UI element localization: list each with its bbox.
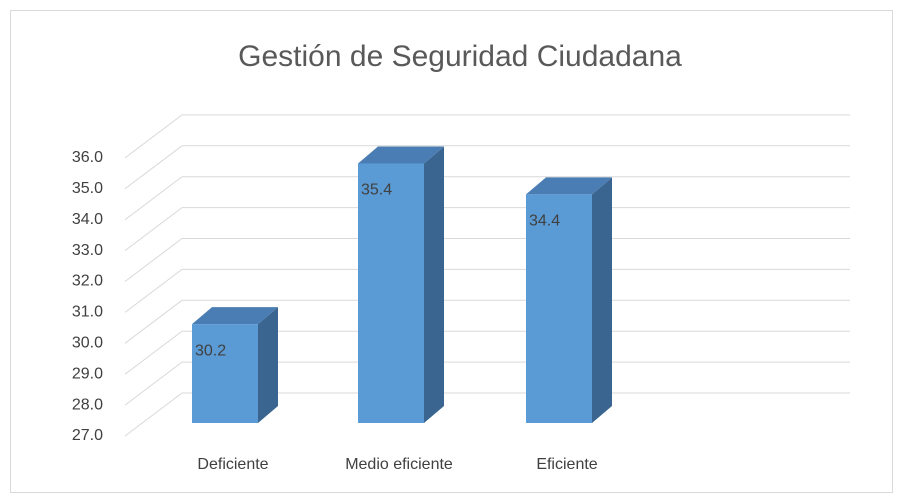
grid-line xyxy=(124,145,850,190)
grid-line xyxy=(124,238,850,282)
bar-top xyxy=(526,177,612,195)
bar-top xyxy=(192,307,278,325)
bar-side xyxy=(424,146,444,423)
y-tick-label: 28.0 xyxy=(72,396,103,413)
y-tick-label: 34.0 xyxy=(72,211,103,228)
bar-side xyxy=(258,307,278,423)
y-tick-label: 29.0 xyxy=(72,365,103,382)
bar-top xyxy=(358,146,444,164)
grid-line xyxy=(124,268,850,313)
grid-line xyxy=(124,176,850,221)
bar xyxy=(526,194,592,423)
grid-line xyxy=(124,299,850,344)
grid-line xyxy=(124,330,850,375)
bar xyxy=(192,324,258,423)
y-tick-label: 27.0 xyxy=(72,427,103,444)
grid-line xyxy=(124,361,850,406)
grid-line xyxy=(124,392,850,437)
data-label: 35.4 xyxy=(361,182,392,199)
y-tick-label: 31.0 xyxy=(72,304,103,321)
chart-title: Gestión de Seguridad Ciudadana xyxy=(238,40,682,73)
x-tick-label: Medio eficiente xyxy=(345,456,453,473)
x-tick-label: Eficiente xyxy=(536,456,597,473)
grid-line xyxy=(124,114,850,159)
data-label: 34.4 xyxy=(529,213,560,230)
y-tick-label: 30.0 xyxy=(72,335,103,352)
bar-side xyxy=(592,177,612,423)
y-tick-label: 35.0 xyxy=(72,180,103,197)
grid-line xyxy=(124,207,850,251)
y-tick-label: 32.0 xyxy=(72,273,103,290)
chart-border xyxy=(10,10,893,493)
data-label: 30.2 xyxy=(195,342,226,359)
y-tick-label: 36.0 xyxy=(72,149,103,166)
y-tick-label: 33.0 xyxy=(72,242,103,259)
x-tick-label: Deficiente xyxy=(197,456,268,473)
bar xyxy=(358,163,424,423)
